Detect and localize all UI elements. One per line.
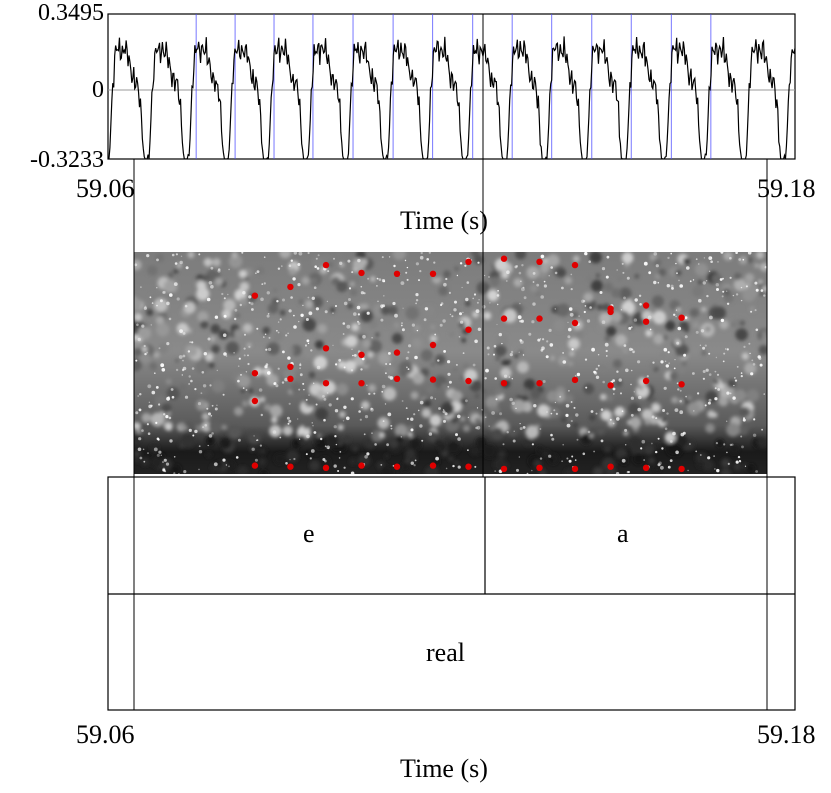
formant-point-f4	[607, 305, 614, 312]
formant-point-f3	[287, 363, 294, 370]
formant-point-f1	[393, 463, 401, 470]
pulse-marks	[195, 14, 712, 159]
formant-point-f4	[393, 270, 401, 277]
formant-point-f4	[287, 283, 294, 291]
waveform-ymin-label: -0.3233	[30, 147, 104, 173]
bottom-xaxis-title: Time (s)	[400, 754, 488, 783]
formant-point-f3	[429, 341, 437, 349]
top-xtick-right: 59.18	[757, 174, 816, 203]
formant-point-f1	[322, 464, 330, 471]
formant-point-f4	[536, 258, 543, 265]
formant-point-f2	[536, 380, 543, 387]
formant-point-f1	[358, 462, 365, 469]
formant-point-f3	[393, 349, 401, 356]
formant-point-f2	[429, 376, 437, 383]
top-xaxis-title: Time (s)	[400, 206, 488, 235]
formant-point-f2	[358, 380, 365, 387]
bottom-xtick-left: 59.06	[76, 720, 135, 749]
waveform-panel	[107, 13, 796, 160]
formant-points	[251, 255, 685, 473]
formant-point-f2	[642, 377, 650, 385]
formant-point-f1	[642, 464, 650, 471]
formant-point-f2	[678, 381, 685, 388]
waveform-yzero-label: 0	[92, 77, 104, 103]
formant-point-f4	[429, 270, 437, 277]
formant-point-f2	[251, 397, 259, 405]
formant-point-f1	[536, 464, 543, 471]
waveform-line	[108, 36, 795, 159]
formant-point-f1	[429, 462, 437, 469]
formant-point-f4	[571, 261, 579, 269]
formant-point-f3	[251, 370, 259, 377]
formant-point-f1	[678, 465, 685, 473]
formant-point-f4	[251, 292, 259, 299]
formant-point-f3	[500, 315, 508, 322]
formant-point-f2	[393, 375, 401, 382]
waveform-ymax-label: 0.3495	[38, 0, 104, 26]
formant-point-f3	[465, 326, 472, 333]
formant-point-f3	[358, 351, 365, 358]
formant-point-f1	[287, 463, 294, 470]
formant-point-f4	[500, 255, 508, 262]
formant-point-f2	[500, 380, 508, 387]
spectrogram	[134, 252, 767, 474]
formant-point-f3	[536, 315, 543, 322]
formant-point-f4	[358, 269, 365, 277]
formant-point-f1	[571, 465, 579, 473]
tier1-interval-e[interactable]: e	[303, 519, 315, 548]
formant-point-f4	[642, 302, 650, 309]
formant-point-f1	[607, 463, 614, 470]
formant-point-f2	[287, 375, 294, 382]
formant-point-f3	[678, 314, 685, 321]
top-xtick-left: 59.06	[76, 174, 135, 203]
formant-point-f1	[251, 462, 259, 469]
formant-point-f3	[322, 345, 330, 352]
formant-point-f2	[571, 376, 579, 384]
formant-point-f1	[500, 465, 508, 473]
formant-point-f2	[465, 377, 472, 385]
tier2-interval-real[interactable]: real	[426, 638, 465, 667]
formant-point-f3	[571, 319, 579, 327]
formant-point-f4	[465, 258, 472, 265]
bottom-xtick-right: 59.18	[757, 720, 816, 749]
formant-point-f3	[642, 318, 650, 325]
tier1-interval-a[interactable]: a	[617, 519, 629, 548]
formant-point-f2	[607, 382, 614, 389]
formant-point-f1	[465, 463, 472, 470]
formant-point-f2	[322, 380, 330, 387]
formant-point-f4	[322, 261, 330, 269]
